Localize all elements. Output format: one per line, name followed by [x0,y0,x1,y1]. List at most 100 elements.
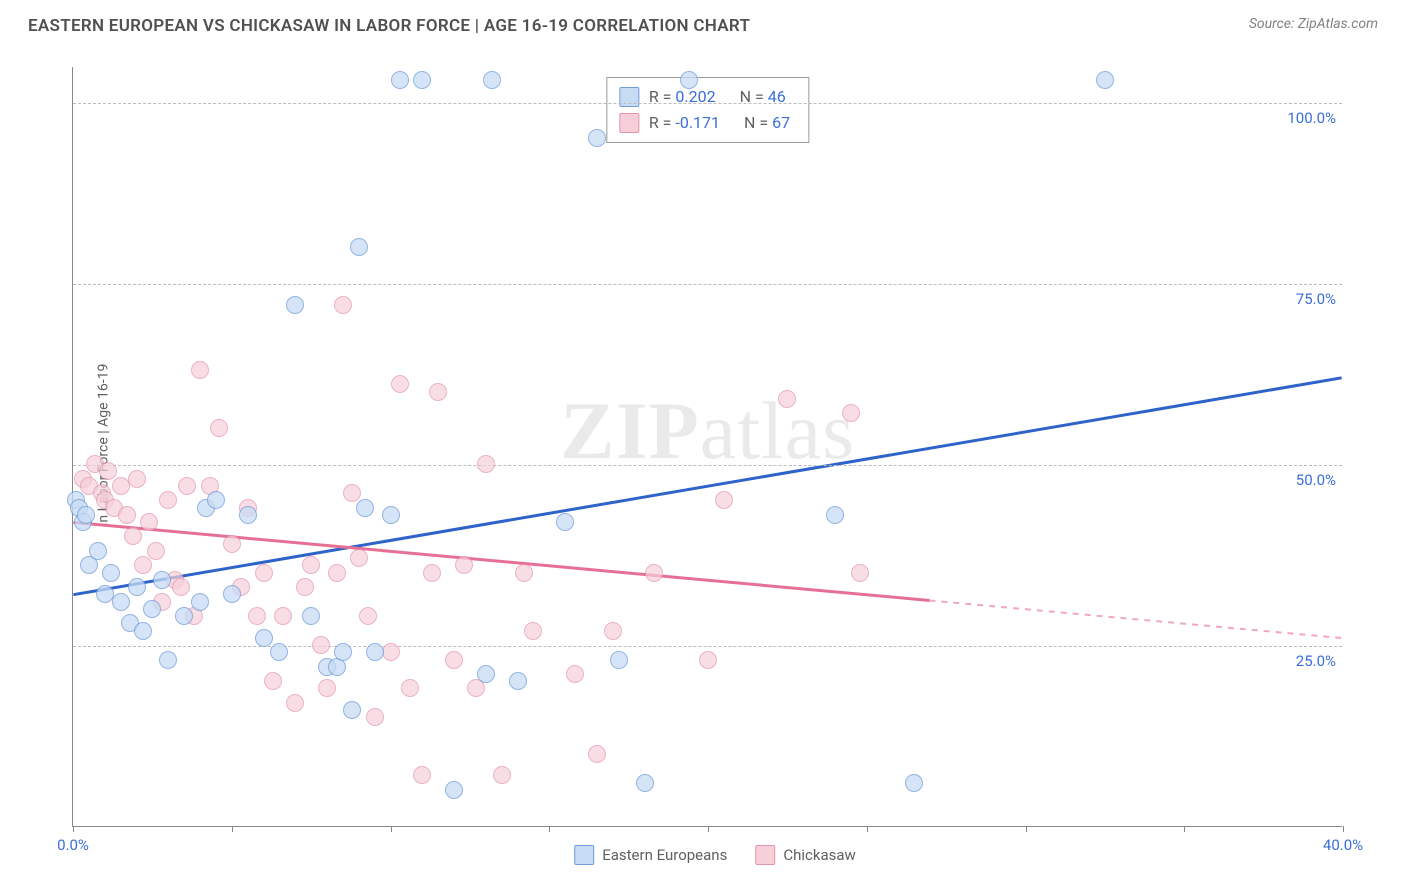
data-point [905,774,923,792]
x-tick-mark [1026,826,1027,832]
data-point [286,296,304,314]
data-point [356,499,374,517]
data-point [112,593,130,611]
data-point [255,564,273,582]
chart-title: EASTERN EUROPEAN VS CHICKASAW IN LABOR F… [28,16,750,36]
data-point [312,636,330,654]
gridline [73,103,1342,104]
data-point [477,455,495,473]
data-point [382,506,400,524]
data-point [715,491,733,509]
x-tick-label: 40.0% [1323,836,1363,854]
data-point [604,622,622,640]
data-point [509,672,527,690]
source-label: Source: ZipAtlas.com [1249,16,1378,36]
data-point [264,672,282,690]
data-point [423,564,441,582]
data-point [391,71,409,89]
data-point [274,607,292,625]
x-tick-mark [232,826,233,832]
data-point [588,745,606,763]
data-point [413,71,431,89]
data-point [391,375,409,393]
x-tick-mark [391,826,392,832]
plot-area: ZIPatlas R = 0.202N = 46R = -0.171N = 67… [72,67,1342,827]
data-point [128,470,146,488]
series-legend: Eastern EuropeansChickasaw [574,845,856,865]
data-point [636,774,654,792]
data-point [147,542,165,560]
data-point [401,679,419,697]
y-tick-label: 25.0% [1296,652,1336,670]
data-point [413,766,431,784]
data-point [255,629,273,647]
data-point [826,506,844,524]
data-point [350,549,368,567]
x-tick-label: 0.0% [57,836,89,854]
legend-swatch-icon [574,845,594,865]
data-point [610,651,628,669]
data-point [851,564,869,582]
data-point [483,71,501,89]
data-point [366,643,384,661]
data-point [175,607,193,625]
data-point [223,585,241,603]
y-tick-label: 75.0% [1296,290,1336,308]
data-point [172,578,190,596]
data-point [645,564,663,582]
legend-stat-row: R = -0.171N = 67 [619,110,790,136]
x-tick-mark [73,826,74,832]
legend-swatch-icon [755,845,775,865]
data-point [191,593,209,611]
x-tick-mark [708,826,709,832]
legend-item: Chickasaw [755,845,855,865]
data-point [118,506,136,524]
data-point [239,506,257,524]
data-point [334,296,352,314]
data-point [302,607,320,625]
data-point [566,665,584,683]
data-point [445,651,463,669]
data-point [159,651,177,669]
data-point [128,578,146,596]
chart-container: In Labor Force | Age 16-19 ZIPatlas R = … [50,55,1380,835]
x-tick-mark [867,826,868,832]
data-point [102,564,120,582]
data-point [178,477,196,495]
data-point [778,390,796,408]
data-point [455,556,473,574]
data-point [477,665,495,683]
data-point [286,694,304,712]
x-tick-mark [549,826,550,832]
data-point [296,578,314,596]
data-point [328,564,346,582]
data-point [556,513,574,531]
data-point [134,622,152,640]
data-point [140,513,158,531]
data-point [842,404,860,422]
data-point [366,708,384,726]
legend-stat-row: R = 0.202N = 46 [619,84,790,110]
legend-swatch-icon [619,113,639,133]
data-point [223,535,241,553]
data-point [493,766,511,784]
data-point [159,491,177,509]
data-point [302,556,320,574]
data-point [429,383,447,401]
data-point [124,527,142,545]
data-point [143,600,161,618]
data-point [680,71,698,89]
trend-lines [73,67,1342,826]
data-point [350,238,368,256]
data-point [191,361,209,379]
gridline [73,284,1342,285]
data-point [382,643,400,661]
data-point [445,781,463,799]
data-point [248,607,266,625]
x-tick-mark [1343,826,1344,832]
data-point [318,679,336,697]
data-point [210,419,228,437]
data-point [588,129,606,147]
data-point [524,622,542,640]
data-point [270,643,288,661]
